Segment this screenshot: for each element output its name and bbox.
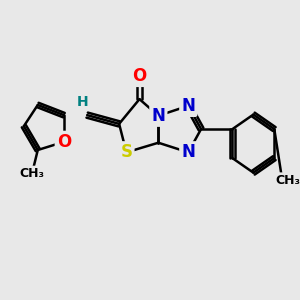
Text: N: N [181, 143, 195, 161]
Text: S: S [120, 143, 132, 161]
Text: H: H [77, 95, 88, 109]
Text: CH₃: CH₃ [20, 167, 44, 180]
Text: N: N [152, 107, 165, 125]
Text: O: O [132, 67, 147, 85]
Text: CH₃: CH₃ [275, 174, 300, 187]
Text: N: N [181, 97, 195, 115]
Text: O: O [57, 133, 71, 151]
